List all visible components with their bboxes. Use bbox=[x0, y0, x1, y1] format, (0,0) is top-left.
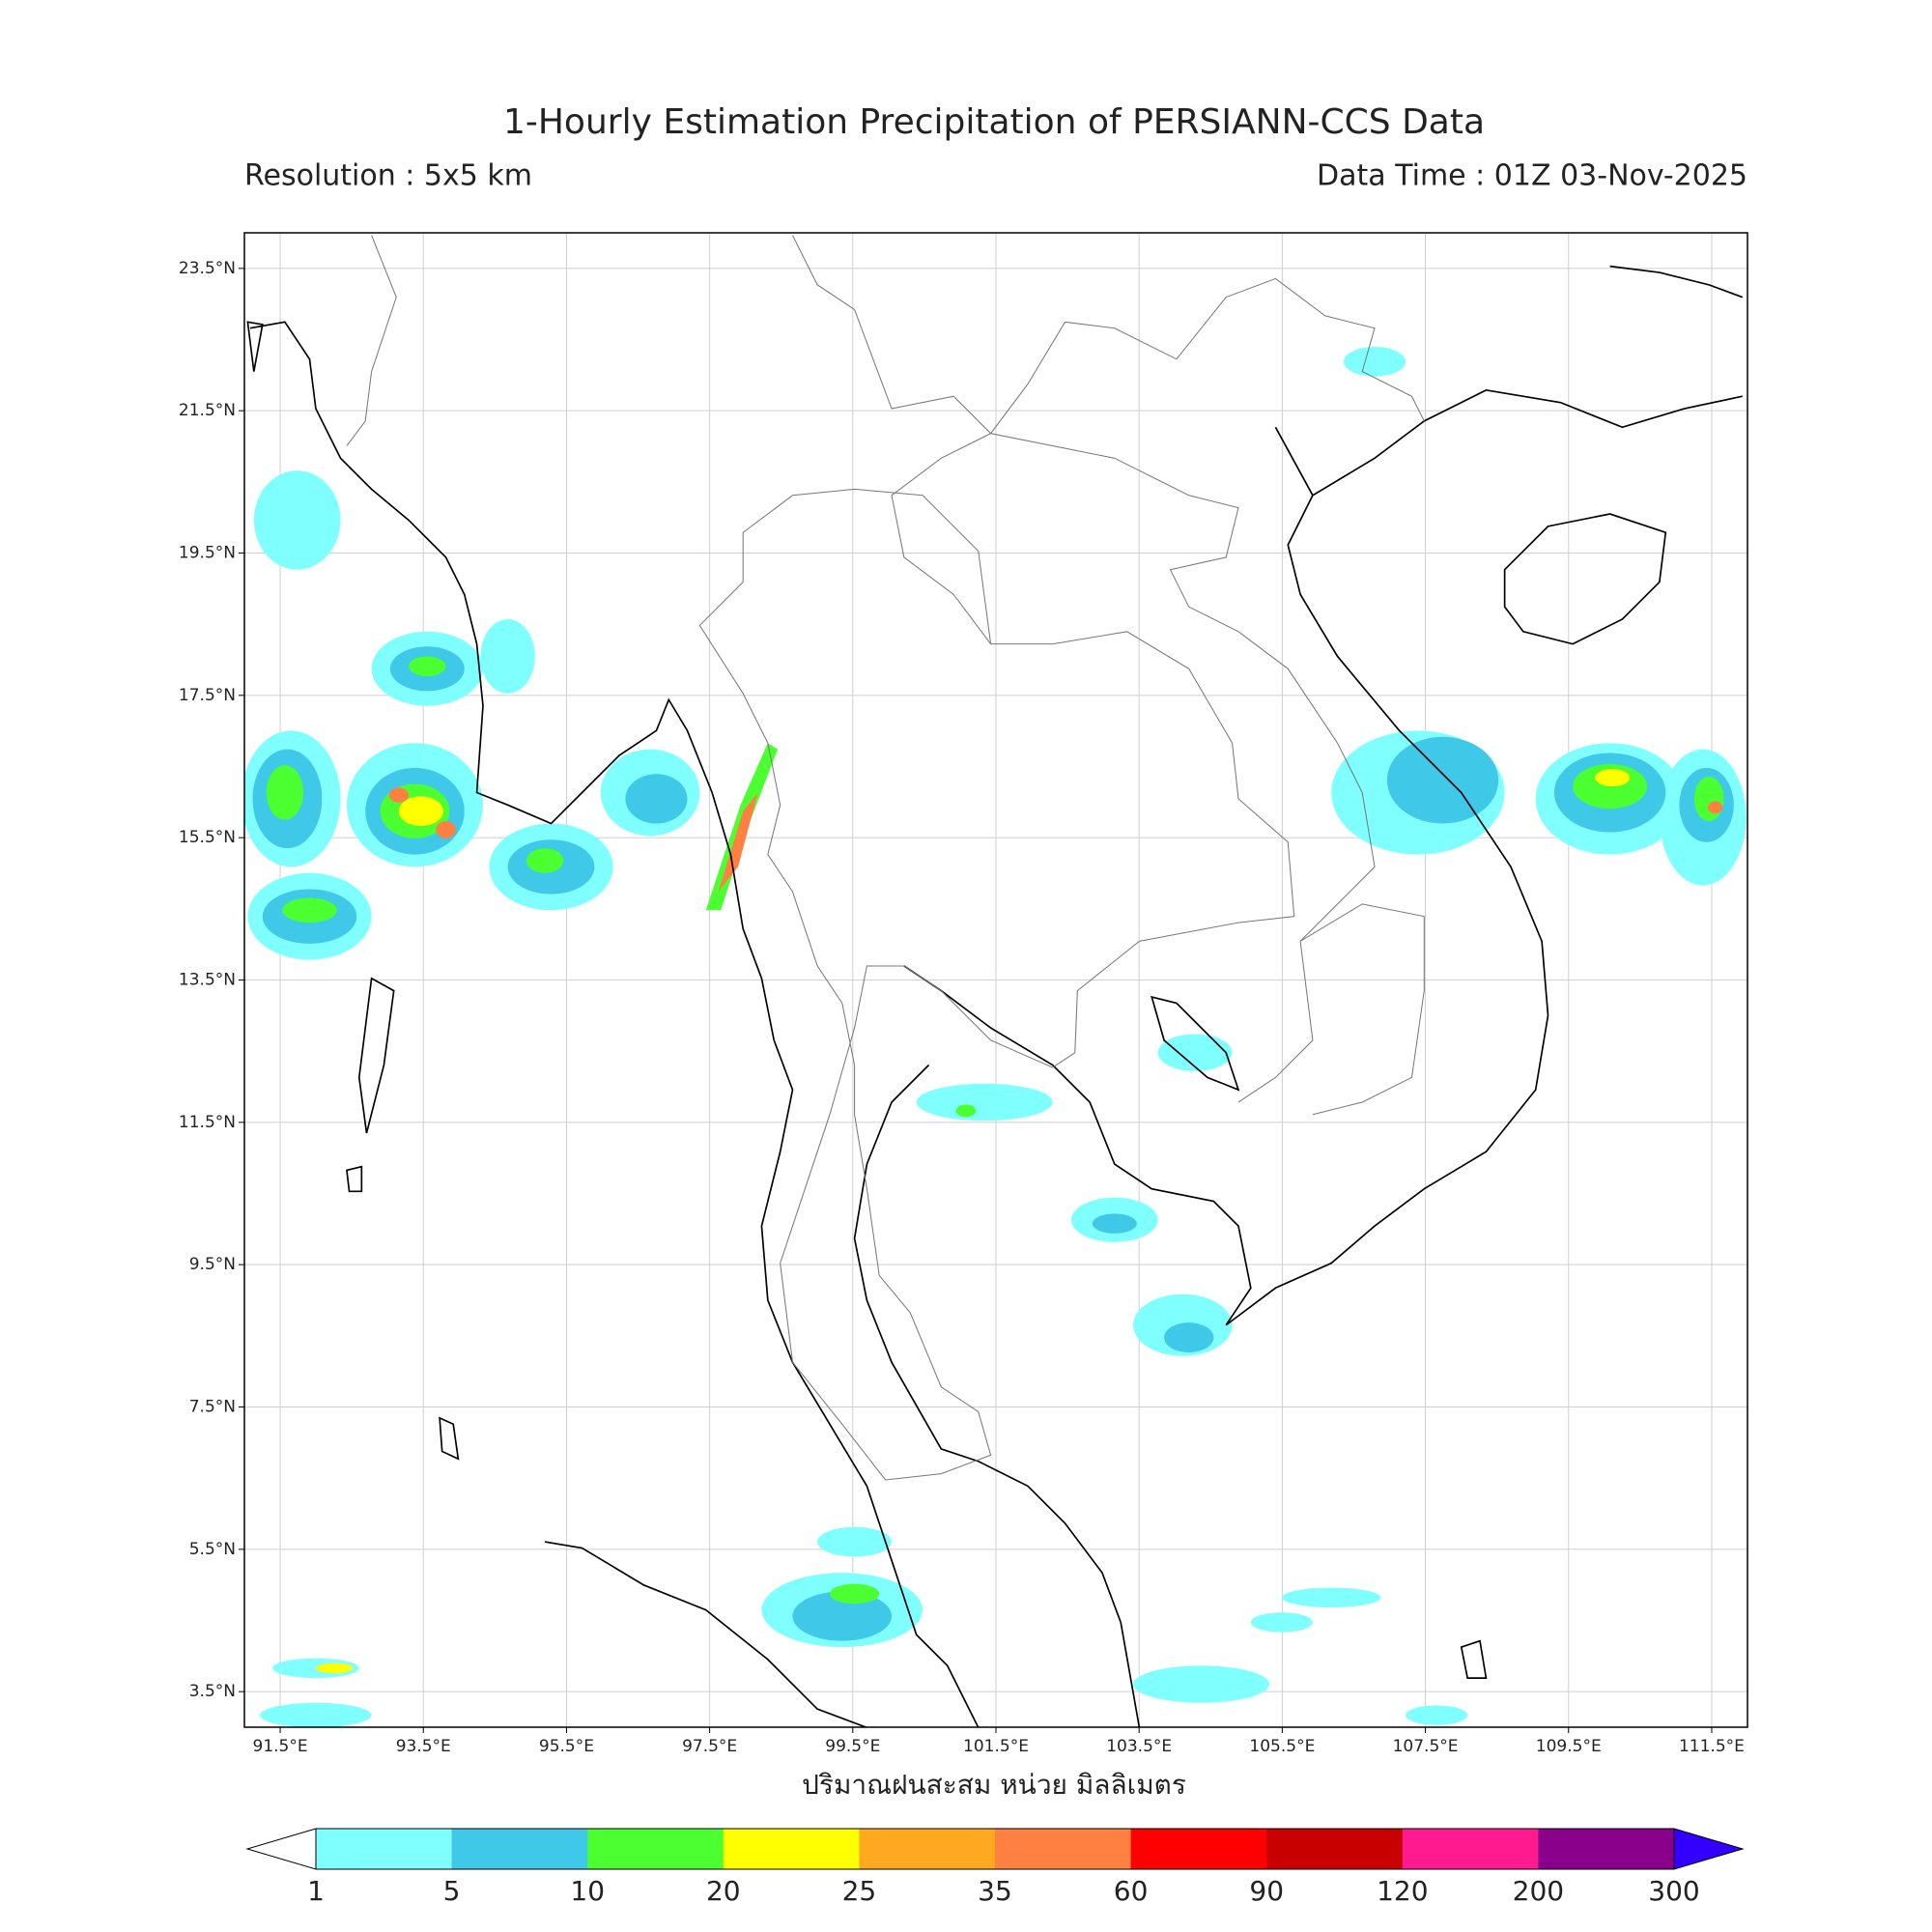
grid bbox=[244, 233, 1747, 1727]
colorbar-swatch bbox=[587, 1829, 724, 1869]
x-tick-label: 101.5°E bbox=[963, 1737, 1029, 1756]
colorbar-over bbox=[1673, 1828, 1745, 1870]
colorbar-label: 1 bbox=[307, 1875, 325, 1907]
x-tick-label: 97.5°E bbox=[682, 1737, 737, 1756]
coastlines bbox=[246, 265, 1744, 1727]
colorbar-label: 10 bbox=[570, 1875, 605, 1907]
x-tick-label: 91.5°E bbox=[253, 1737, 308, 1756]
map-layer bbox=[244, 235, 1747, 1727]
colorbar-swatch bbox=[859, 1829, 996, 1869]
y-tick-label: 17.5°N bbox=[179, 686, 236, 705]
y-tick-label: 13.5°N bbox=[179, 971, 236, 990]
colorbar-label: 20 bbox=[706, 1875, 741, 1907]
title: 1-Hourly Estimation Precipitation of PER… bbox=[503, 102, 1485, 142]
colorbar-label: 120 bbox=[1377, 1875, 1428, 1907]
y-tick-label: 11.5°N bbox=[179, 1113, 236, 1132]
y-tick-label: 9.5°N bbox=[189, 1255, 236, 1274]
x-tick-label: 107.5°E bbox=[1393, 1737, 1459, 1756]
colorbar-frame bbox=[315, 1828, 1675, 1870]
colorbar-swatch bbox=[451, 1829, 588, 1869]
colorbar-swatch bbox=[723, 1829, 860, 1869]
colorbar-label: 5 bbox=[443, 1875, 461, 1907]
x-tick-label: 99.5°E bbox=[825, 1737, 880, 1756]
colorbar-swatch bbox=[1538, 1829, 1675, 1869]
colorbar-label: 35 bbox=[978, 1875, 1012, 1907]
colorbar-swatch bbox=[1130, 1829, 1267, 1869]
y-tick-label: 19.5°N bbox=[179, 544, 236, 563]
x-tick-label: 95.5°E bbox=[539, 1737, 594, 1756]
x-tick-label: 103.5°E bbox=[1106, 1737, 1172, 1756]
y-tick-label: 23.5°N bbox=[179, 259, 236, 278]
x-tick-label: 105.5°E bbox=[1249, 1737, 1315, 1756]
colorbar-swatch bbox=[316, 1829, 453, 1869]
colorbar-swatch bbox=[995, 1829, 1132, 1869]
colorbar-label: 90 bbox=[1249, 1875, 1284, 1907]
colorbar-swatch bbox=[1266, 1829, 1404, 1869]
y-tick-label: 21.5°N bbox=[179, 401, 236, 420]
x-tick-label: 111.5°E bbox=[1679, 1737, 1745, 1756]
data-time: Data Time : 01Z 03-Nov-2025 bbox=[1317, 159, 1747, 193]
colorbar-label: 300 bbox=[1648, 1875, 1699, 1907]
x-axis-label: ปริมาณฝนสะสม หน่วย มิลลิเมตร bbox=[802, 1769, 1186, 1801]
y-tick-label: 15.5°N bbox=[179, 828, 236, 847]
colorbar: 1 5 10 20 25 35 60 90 120 200 300 bbox=[245, 1828, 1745, 1907]
y-tick-label: 7.5°N bbox=[189, 1398, 236, 1417]
colorbar-under bbox=[245, 1828, 317, 1870]
resolution: Resolution : 5x5 km bbox=[244, 159, 532, 193]
precipitation bbox=[244, 346, 1747, 1727]
colorbar-swatch bbox=[1402, 1829, 1539, 1869]
colorbar-label: 25 bbox=[842, 1875, 877, 1907]
borders bbox=[346, 235, 1425, 1481]
colorbar-label: 60 bbox=[1114, 1875, 1149, 1907]
y-tick-label: 3.5°N bbox=[189, 1682, 236, 1701]
x-tick-label: 109.5°E bbox=[1536, 1737, 1602, 1756]
x-tick-label: 93.5°E bbox=[396, 1737, 451, 1756]
colorbar-label: 200 bbox=[1513, 1875, 1564, 1907]
y-tick-label: 5.5°N bbox=[189, 1540, 236, 1559]
